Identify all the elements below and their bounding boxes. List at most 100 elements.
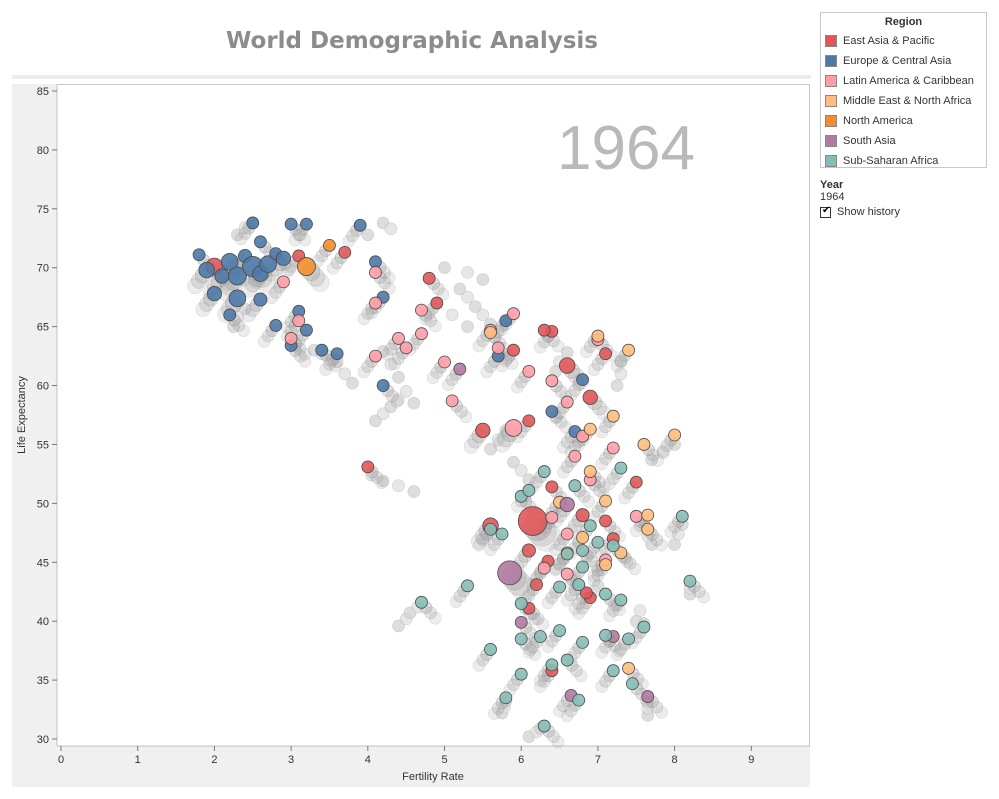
legend-item[interactable]: East Asia & Pacific: [821, 31, 986, 51]
history-point: [656, 446, 670, 460]
history-point: [541, 640, 555, 653]
data-point: [228, 289, 247, 308]
history-point: [438, 261, 451, 275]
legend-item[interactable]: Latin America & Caribbean: [821, 71, 986, 91]
x-tick-label: 8: [672, 754, 678, 766]
history-point: [650, 533, 664, 547]
history-point: [660, 439, 674, 452]
data-point: [369, 349, 382, 363]
data-point: [559, 496, 575, 513]
history-point: [428, 611, 442, 625]
history-point: [361, 360, 375, 373]
history-point: [564, 704, 578, 718]
history-point: [587, 574, 601, 587]
data-point: [553, 580, 566, 594]
data-point: [284, 332, 298, 345]
history-point: [595, 457, 609, 471]
year-value[interactable]: 1964: [820, 191, 845, 203]
history-point: [651, 454, 665, 467]
y-tick-label: 40: [37, 616, 49, 628]
history-point: [476, 308, 490, 322]
history-point: [237, 324, 250, 338]
legend-swatch: [825, 115, 837, 127]
data-point: [583, 519, 597, 533]
history-point: [461, 320, 474, 333]
history-point: [560, 709, 574, 723]
legend-item[interactable]: Europe & Central Asia: [821, 51, 986, 71]
data-point: [269, 319, 283, 332]
data-point: [522, 365, 536, 378]
data-point: [504, 419, 523, 437]
data-point: [545, 480, 559, 494]
x-axis-label: Fertility Rate: [402, 771, 464, 783]
data-point: [599, 628, 612, 642]
history-point: [388, 357, 401, 371]
data-point: [576, 544, 589, 557]
history-point: [551, 735, 565, 749]
legend-item[interactable]: Sub-Saharan Africa: [821, 151, 986, 171]
history-point: [242, 308, 256, 323]
data-point: [300, 323, 313, 337]
history-point: [576, 601, 589, 615]
history-point: [463, 438, 479, 454]
history-point: [595, 646, 609, 659]
data-point: [606, 409, 620, 423]
data-point: [560, 395, 574, 409]
legend-item[interactable]: South Asia: [821, 131, 986, 151]
show-history-checkbox[interactable]: [820, 205, 831, 218]
y-tick-label: 85: [37, 86, 49, 98]
history-point: [528, 648, 542, 662]
y-tick-label: 55: [37, 439, 49, 451]
data-point: [599, 347, 612, 361]
history-point: [574, 669, 588, 683]
history-point: [449, 595, 463, 609]
history-point: [195, 302, 211, 318]
legend-item[interactable]: North America: [821, 111, 986, 131]
data-point: [606, 539, 620, 553]
history-point: [265, 291, 279, 305]
history-point: [668, 520, 681, 534]
data-point: [533, 630, 547, 643]
x-tick-label: 0: [58, 754, 64, 766]
history-point: [591, 568, 605, 582]
history-point: [319, 363, 332, 376]
data-point: [668, 428, 681, 442]
data-point: [537, 323, 551, 337]
history-point: [472, 659, 486, 672]
history-point: [455, 405, 468, 418]
data-point: [514, 632, 528, 646]
history-point: [557, 465, 570, 479]
history-point: [445, 373, 459, 386]
data-point: [461, 579, 474, 593]
history-point: [560, 435, 574, 449]
data-point: [583, 465, 597, 478]
data-point: [675, 509, 689, 523]
show-history-label: Show history: [837, 206, 900, 218]
data-point: [591, 535, 605, 549]
data-point: [641, 690, 655, 703]
x-tick-label: 7: [595, 754, 601, 766]
history-point: [361, 307, 375, 320]
data-point: [275, 250, 292, 266]
data-point: [576, 531, 589, 544]
x-axis-ticks: 0 1 2 3 4 5 6 7 8 9: [58, 746, 754, 766]
history-point: [560, 460, 574, 474]
show-history-toggle[interactable]: Show history: [820, 205, 900, 218]
x-tick-label: 2: [211, 754, 217, 766]
data-point: [484, 643, 497, 656]
x-axis-band: [12, 746, 810, 787]
y-axis-band: [12, 84, 57, 787]
data-point: [614, 593, 628, 607]
history-point: [603, 477, 616, 491]
data-point: [614, 461, 628, 475]
y-axis-ticks: 30 35 40 45 50 55 60 65 70 75 80 85: [37, 86, 57, 746]
history-point: [232, 319, 246, 332]
data-point: [545, 511, 559, 524]
history-point: [453, 590, 467, 603]
data-point: [599, 494, 612, 508]
history-point: [567, 518, 582, 533]
history-point: [493, 435, 511, 453]
legend-item[interactable]: Middle East & North Africa: [821, 91, 986, 111]
history-point: [553, 558, 566, 571]
